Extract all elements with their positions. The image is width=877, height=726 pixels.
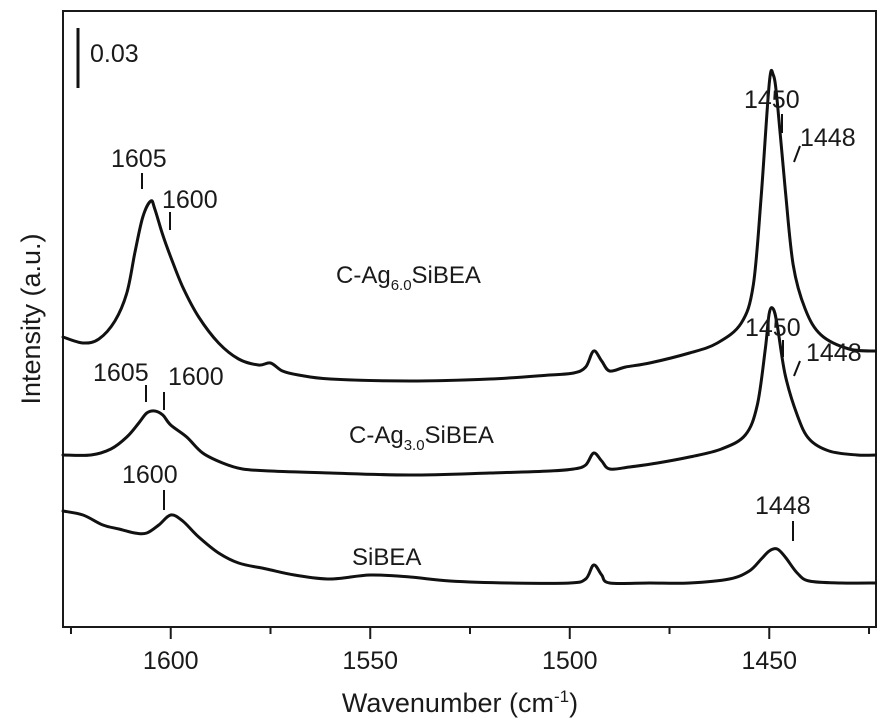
peak-label-0-2: 1450 [744, 86, 800, 114]
y-axis-title: Intensity (a.u.) [16, 233, 46, 404]
scale-bar-label: 0.03 [90, 40, 139, 68]
series-label-tail: SiBEA [425, 422, 494, 449]
series-label-main: C-Ag [336, 262, 391, 289]
series-label-2: SiBEA [352, 544, 421, 571]
series-line-0 [61, 68, 877, 383]
peak-label-1-0: 1605 [93, 359, 149, 387]
series-label-main: SiBEA [352, 544, 421, 571]
peak-label-1-2: 1450 [745, 314, 801, 342]
x-tick-label: 1600 [143, 647, 199, 675]
x-tick-label: 1500 [542, 647, 598, 675]
peak-label-2-0: 1600 [122, 461, 178, 489]
peak-marker-1-3 [793, 360, 801, 377]
x-tick-label: 1550 [342, 647, 398, 675]
peak-marker-0-3 [793, 145, 801, 163]
series-line-2 [61, 509, 877, 586]
series-label-0: C-Ag6.0SiBEA [336, 262, 481, 294]
x-tick-label: 1450 [741, 647, 797, 675]
peak-label-0-3: 1448 [800, 124, 856, 152]
series-label-tail: SiBEA [412, 262, 481, 289]
series-label-sub: 3.0 [404, 437, 425, 454]
peak-label-2-1: 1448 [755, 492, 811, 520]
peak-label-0-0: 1605 [111, 145, 167, 173]
x-axis-title: Wavenumber (cm-1) [342, 687, 578, 718]
series-label-sub: 6.0 [391, 277, 412, 294]
peak-label-0-1: 1600 [162, 186, 218, 214]
peak-label-1-3: 1448 [806, 339, 862, 367]
series-label-1: C-Ag3.0SiBEA [349, 422, 494, 454]
series-label-main: C-Ag [349, 422, 404, 449]
peak-label-1-1: 1600 [168, 363, 224, 391]
series-line-1 [61, 306, 877, 477]
